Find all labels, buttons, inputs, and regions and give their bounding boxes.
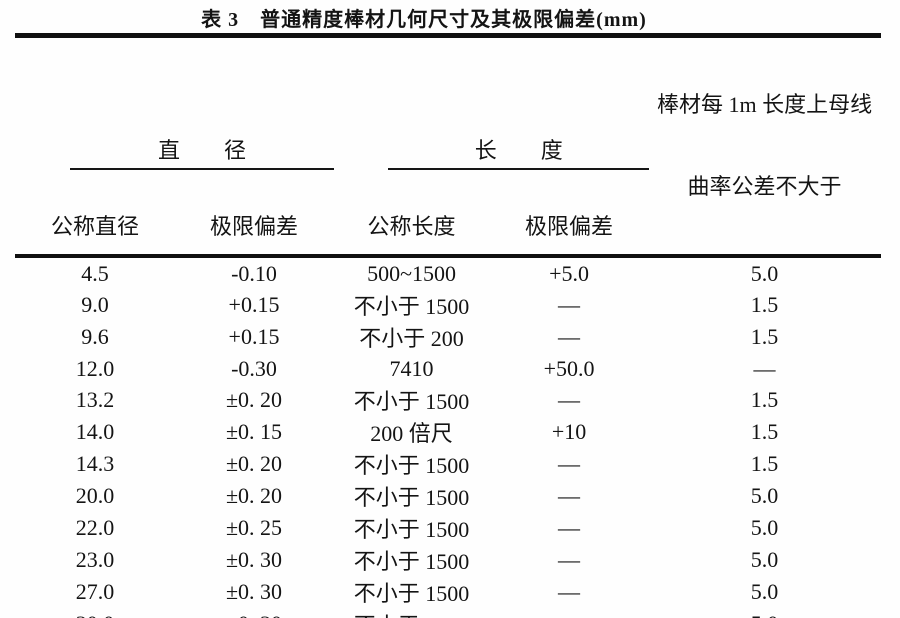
- cell-nominal-length: 不小于 1500: [353, 517, 470, 543]
- cell-length-deviation: +5.0: [549, 260, 589, 286]
- cell-nominal-diameter: 9.0: [81, 292, 109, 318]
- cell-diameter-deviation: -0.30: [231, 355, 277, 381]
- cell-nominal-diameter: 12.0: [75, 355, 115, 381]
- header-curvature: 棒材每 1m 长度上母线 曲率公差不大于: [648, 35, 882, 258]
- cell-curvature-tolerance: 1.5: [750, 387, 779, 413]
- cell-length-deviation: —: [558, 292, 581, 318]
- cell-nominal-length: 不小于 1500: [353, 453, 470, 479]
- cell-nominal-diameter: 13.2: [75, 387, 115, 413]
- header-group-diameter-label: 直 径: [70, 133, 334, 171]
- cell-curvature-tolerance: 1.5: [750, 324, 779, 350]
- cell-curvature-tolerance: 1.5: [750, 419, 779, 445]
- header-nominal-length: 公称长度: [333, 196, 491, 258]
- cell-length-deviation: —: [558, 387, 581, 413]
- cell-curvature-tolerance: 1.5: [750, 292, 779, 318]
- cell-length-deviation: —: [558, 451, 581, 477]
- spec-table: 直 径 长 度 棒材每 1m 长度上母线 曲率公差不大于 公称直径 极限偏差 公…: [15, 33, 882, 618]
- cell-curvature-tolerance: 5.0: [750, 515, 779, 541]
- cell-nominal-diameter: 4.5: [81, 260, 109, 286]
- cell-curvature-tolerance: 5.0: [750, 483, 779, 509]
- cell-diameter-deviation: +0.15: [228, 324, 280, 350]
- header-group-row: 直 径 长 度 棒材每 1m 长度上母线 曲率公差不大于: [15, 35, 882, 258]
- cell-diameter-deviation: ±0. 20: [225, 387, 283, 413]
- cell-diameter-deviation: -0.10: [231, 260, 277, 286]
- table-row: 9.6 +0.15 不小于 200 — 1.5: [15, 321, 881, 353]
- cell-nominal-length: 200 倍尺: [370, 421, 453, 447]
- cell-nominal-length: 不小于 1500: [353, 294, 470, 320]
- cell-length-deviation: —: [558, 547, 581, 573]
- cell-nominal-length: 不小于 1500: [353, 549, 470, 575]
- cell-nominal-diameter: 27.0: [75, 579, 115, 605]
- cell-curvature-tolerance: 5.0: [750, 547, 779, 573]
- table-title: 表 3 普通精度棒材几何尺寸及其极限偏差(mm): [201, 9, 647, 31]
- cell-length-deviation: —: [558, 515, 581, 541]
- table-row: 30.0 ±0. 30 不小于 1500 — 5.0: [15, 608, 881, 618]
- table-row: 14.0 ±0. 15 200 倍尺 +10 1.5: [15, 416, 881, 448]
- header-nominal-diameter: 公称直径: [15, 196, 175, 258]
- cell-length-deviation: —: [558, 579, 581, 605]
- cell-curvature-tolerance: 5.0: [750, 260, 779, 286]
- header-curvature-line1: 棒材每 1m 长度上母线: [656, 92, 873, 117]
- cell-nominal-length: 不小于 1500: [353, 485, 470, 511]
- cell-curvature-tolerance: 1.5: [750, 451, 779, 477]
- table-row: 22.0 ±0. 25 不小于 1500 — 5.0: [15, 512, 881, 544]
- cell-nominal-length: 500~1500: [367, 260, 456, 286]
- cell-nominal-diameter: 20.0: [75, 483, 115, 509]
- cell-curvature-tolerance: 5.0: [648, 608, 881, 618]
- cell-nominal-length: 不小于 1500: [353, 581, 470, 607]
- cell-nominal-diameter: 14.0: [75, 419, 115, 445]
- cell-length-deviation: +50.0: [543, 355, 595, 381]
- cell-length-deviation: —: [558, 324, 581, 350]
- header-sub-row: 公称直径 极限偏差 公称长度 极限偏差: [15, 196, 881, 258]
- cell-length-deviation: —: [558, 483, 581, 509]
- cell-nominal-diameter: 22.0: [75, 515, 115, 541]
- cell-nominal-diameter: 23.0: [75, 547, 115, 573]
- cell-nominal-length: 7410: [389, 355, 434, 381]
- header-curvature-line2: 曲率公差不大于: [687, 174, 842, 199]
- header-diameter-deviation: 极限偏差: [175, 196, 334, 258]
- cell-diameter-deviation: ±0. 20: [225, 483, 283, 509]
- table-row: 12.0 -0.30 7410 +50.0 —: [15, 353, 881, 384]
- table-row: 27.0 ±0. 30 不小于 1500 — 5.0: [15, 576, 881, 608]
- cell-diameter-deviation: ±0. 25: [225, 515, 283, 541]
- table-row: 4.5 -0.10 500~1500 +5.0 5.0: [15, 256, 881, 289]
- cell-diameter-deviation: ±0. 20: [225, 451, 283, 477]
- table-row: 13.2 ±0. 20 不小于 1500 — 1.5: [15, 384, 881, 416]
- cell-nominal-diameter: 14.3: [75, 451, 115, 477]
- cell-nominal-length: 不小于 200: [359, 326, 464, 352]
- table-row: 20.0 ±0. 20 不小于 1500 — 5.0: [15, 480, 881, 512]
- cell-length-deviation: —: [490, 608, 648, 618]
- cell-diameter-deviation: ±0. 30: [225, 579, 283, 605]
- cell-nominal-length: 不小于 1500: [333, 608, 490, 618]
- cell-diameter-deviation: ±0. 30: [225, 547, 283, 573]
- header-group-length: 长 度: [333, 36, 650, 197]
- table-row: 23.0 ±0. 30 不小于 1500 — 5.0: [15, 544, 881, 576]
- table-row: 9.0 +0.15 不小于 1500 — 1.5: [15, 289, 881, 321]
- header-length-deviation: 极限偏差: [490, 196, 649, 258]
- cell-diameter-deviation: ±0. 30: [175, 608, 333, 618]
- header-group-length-label: 长 度: [388, 133, 650, 171]
- cell-nominal-diameter: 30.0: [15, 608, 175, 618]
- cell-curvature-tolerance: 5.0: [750, 579, 779, 605]
- spec-table-body: 4.5 -0.10 500~1500 +5.0 5.0 9.0 +0.15 不小…: [15, 256, 881, 618]
- header-group-diameter: 直 径: [15, 36, 334, 197]
- cell-curvature-tolerance: —: [753, 355, 776, 381]
- spec-table-header: 直 径 长 度 棒材每 1m 长度上母线 曲率公差不大于 公称直径 极限偏差 公…: [15, 35, 882, 258]
- cell-diameter-deviation: +0.15: [228, 292, 280, 318]
- table-row: 14.3 ±0. 20 不小于 1500 — 1.5: [15, 448, 881, 480]
- cell-diameter-deviation: ±0. 15: [225, 419, 283, 445]
- cell-nominal-length: 不小于 1500: [353, 389, 470, 415]
- cell-nominal-diameter: 9.6: [81, 324, 109, 350]
- cell-length-deviation: +10: [551, 419, 587, 445]
